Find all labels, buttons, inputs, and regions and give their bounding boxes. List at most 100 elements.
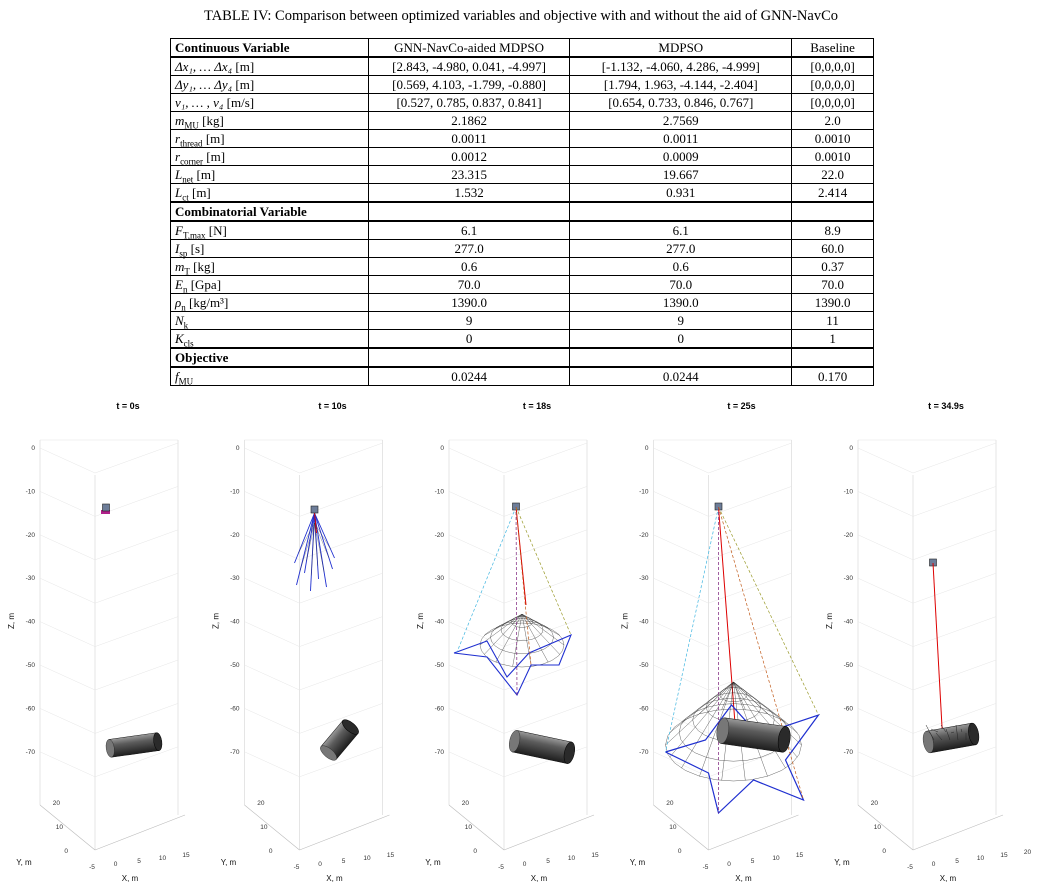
grid-line	[653, 577, 709, 604]
grid-line	[94, 746, 179, 778]
chaser-satellite	[102, 503, 110, 512]
cylinder-body	[720, 717, 787, 753]
value-cell: 1	[791, 329, 874, 349]
variable-unit: [Gpa]	[190, 277, 222, 292]
net-mesh	[484, 614, 523, 636]
value-cell: 1390.0	[791, 293, 874, 312]
net-mesh	[512, 614, 523, 667]
value-cell: 0.0011	[569, 129, 793, 148]
cylinder-end	[320, 745, 337, 761]
variable-symbol: ρ	[175, 295, 182, 310]
net-mesh	[733, 681, 746, 710]
value-cell: [2.843, -4.980, 0.041, -4.997]	[367, 56, 571, 76]
empty-cell	[367, 201, 571, 222]
variable-unit: [m/s]	[226, 95, 255, 110]
grid-line	[857, 708, 914, 734]
z-tick-label: -60	[639, 705, 649, 712]
line	[39, 804, 96, 851]
net-mesh	[521, 614, 532, 667]
x-axis-label: X, m	[326, 874, 343, 883]
grid-line	[94, 442, 179, 474]
z-tick-label: -40	[639, 619, 649, 626]
z-tick-label: -50	[639, 662, 649, 669]
net-mesh	[930, 728, 939, 733]
variable-cell: FT,max [N]	[170, 220, 369, 241]
grid-line	[244, 708, 300, 734]
net-mesh	[669, 681, 734, 758]
z-tick-label: -70	[26, 749, 36, 756]
net-mesh	[314, 522, 330, 558]
z-tick-label: -70	[230, 749, 240, 756]
line	[708, 814, 799, 851]
variable-cell: rcorner [m]	[170, 147, 369, 166]
grid-line	[299, 572, 383, 604]
x-tick-label: 10	[159, 855, 167, 862]
x-tick-label: 0	[523, 861, 527, 868]
x-tick-label: -5	[294, 864, 300, 871]
value-cell: 1390.0	[367, 293, 571, 312]
x-axis-label: X, m	[735, 874, 752, 883]
grid-line	[708, 746, 792, 778]
net-mesh	[311, 522, 315, 576]
variable-symbol: f	[175, 369, 179, 384]
variable-symbol: L	[175, 167, 183, 182]
x-tick-label: 0	[727, 861, 731, 868]
variable-cell: mT [kg]	[170, 257, 369, 277]
table-row: Kcls 0 0 1	[170, 329, 874, 349]
target-debris	[105, 732, 163, 758]
value-cell: 70.0	[569, 275, 793, 294]
grid-line	[299, 659, 383, 691]
grid-line	[503, 659, 588, 691]
x-tick-label: 5	[955, 858, 959, 865]
table-row: rthread [m] 0.0011 0.0011 0.0010	[170, 129, 874, 148]
target-debris	[922, 722, 980, 754]
z-tick-label: -60	[26, 705, 36, 712]
line	[448, 804, 505, 851]
net-mesh	[495, 614, 523, 628]
grid-line	[448, 708, 505, 734]
x-tick-label: 5	[137, 858, 141, 865]
line	[94, 814, 186, 851]
variable-subscript: ct	[182, 192, 189, 203]
x-tick-label: 10	[363, 855, 371, 862]
variable-symbol: I	[175, 241, 180, 256]
grid-line	[244, 491, 300, 517]
y-tick-label: 20	[257, 800, 265, 807]
variable-subscript: T,max	[182, 230, 206, 241]
main-tether	[314, 512, 317, 534]
z-tick-label: -50	[26, 662, 36, 669]
corner-tether	[515, 506, 518, 696]
net-mesh	[945, 728, 951, 741]
grid-line	[503, 486, 588, 517]
panel-title: t = 18s	[523, 401, 551, 411]
net-mesh	[484, 614, 523, 655]
variable-subscript: k	[183, 320, 189, 331]
value-cell: 1.532	[367, 183, 571, 203]
x-tick-label: 10	[568, 855, 576, 862]
grid-line	[448, 577, 505, 604]
x-tick-label: 5	[751, 858, 755, 865]
y-tick-label: 20	[666, 800, 674, 807]
cylinder-body	[926, 722, 976, 754]
variable-cell: rthread [m]	[170, 129, 369, 148]
z-tick-label: -30	[435, 575, 445, 582]
grid-line	[244, 447, 300, 474]
line	[503, 814, 595, 851]
table-row: Δy₁, … Δy₄ [m] [0.569, 4.103, -1.799, -0.…	[170, 75, 874, 94]
variable-subscript: T	[184, 266, 190, 277]
z-tick-label: -30	[844, 575, 854, 582]
z-tick-label: -20	[26, 532, 36, 539]
grid-line	[39, 664, 96, 691]
grid-line	[653, 664, 709, 691]
net-mesh	[969, 724, 972, 733]
z-tick-label: -30	[230, 575, 240, 582]
main-tether	[932, 562, 944, 746]
value-cell: 6.1	[569, 220, 793, 240]
grid-line	[39, 447, 96, 474]
section-row: Objective	[170, 347, 874, 368]
z-tick-label: -10	[844, 488, 854, 495]
z-axis-label: Z, m	[416, 613, 425, 629]
grid-line	[244, 621, 300, 647]
line	[653, 804, 709, 851]
line	[244, 804, 300, 851]
